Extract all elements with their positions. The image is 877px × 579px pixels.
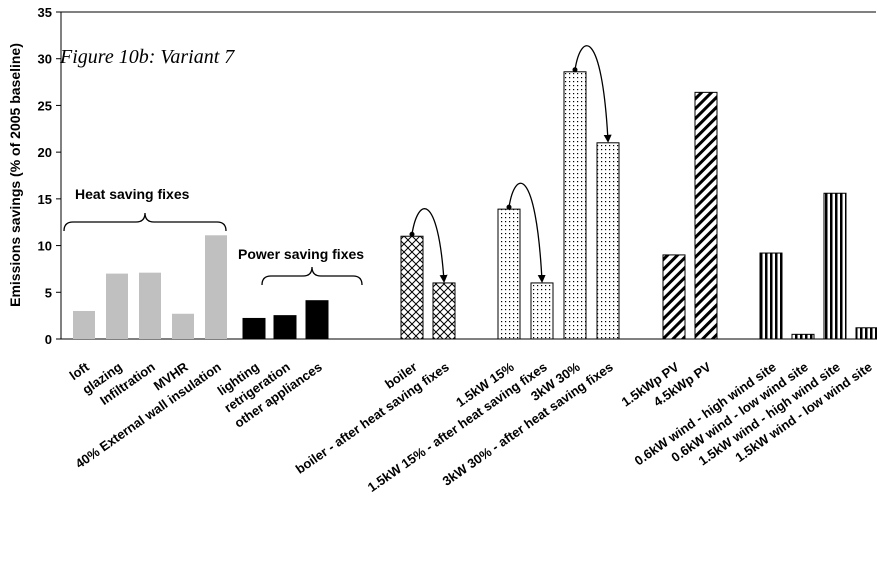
bar [273, 315, 297, 340]
power-saving-annotation: Power saving fixes [238, 246, 364, 262]
arrow-start-dot [409, 231, 415, 237]
bar [242, 317, 266, 340]
y-tick-label: 20 [38, 145, 52, 160]
plot-frame [60, 11, 876, 340]
bar [305, 300, 329, 340]
y-axis-label: Emissions savings (% of 2005 baseline) [7, 43, 23, 307]
arrow-start-dot [572, 67, 578, 73]
before-after-arrow [574, 45, 612, 143]
before-after-arrow [508, 182, 546, 283]
bar [497, 208, 521, 340]
bars [73, 71, 877, 340]
bar [791, 333, 815, 340]
heat-saving-annotation: Heat saving fixes [75, 186, 190, 202]
before-after-arrow [411, 208, 448, 283]
heat-saving-brace [63, 212, 227, 232]
y-tick-label: 35 [38, 5, 52, 20]
bar [172, 313, 194, 339]
y-tick-label: 0 [45, 332, 52, 347]
y-tick-label: 5 [45, 285, 52, 300]
chart-title: Figure 10b: Variant 7 [59, 46, 235, 68]
bar [596, 142, 620, 340]
bar [759, 252, 783, 340]
bar [530, 282, 554, 340]
y-tick-label: 25 [38, 98, 52, 113]
bar [139, 272, 161, 339]
before-after-arrows [409, 45, 612, 283]
y-tick-label: 10 [38, 239, 52, 254]
y-tick-label: 30 [38, 52, 52, 67]
y-axis-ticks: 0 5 10 15 20 25 30 35 [38, 5, 61, 347]
brace-path [261, 266, 363, 286]
bar [106, 273, 128, 339]
bar [662, 254, 686, 340]
bar [694, 91, 718, 340]
y-tick-label: 15 [38, 192, 52, 207]
bar [73, 310, 95, 339]
bar [432, 282, 456, 340]
bar [205, 235, 227, 339]
power-saving-brace [261, 266, 363, 286]
bar [563, 71, 587, 340]
brace-path [63, 212, 227, 232]
arrow-start-dot [506, 204, 512, 210]
bar [400, 235, 424, 340]
bar [823, 192, 847, 340]
bar [855, 327, 877, 340]
